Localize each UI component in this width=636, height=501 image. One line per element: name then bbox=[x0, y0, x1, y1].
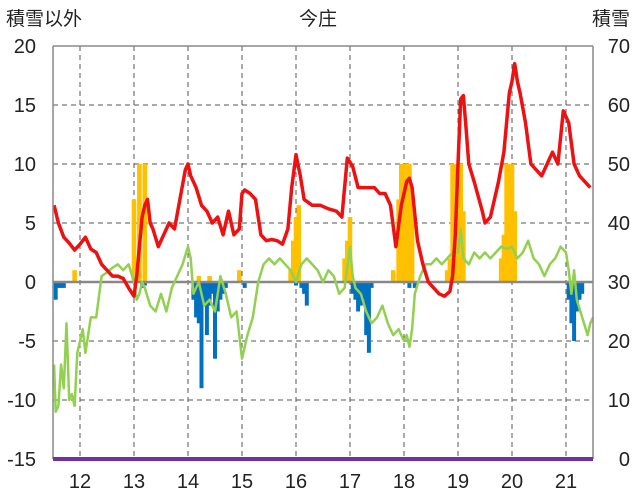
snow-depth-bar bbox=[207, 276, 212, 282]
y-left-tick-label: 15 bbox=[14, 95, 36, 117]
y-right-tick-label: 20 bbox=[608, 331, 630, 353]
snow-depth-bar bbox=[404, 164, 409, 282]
snow-depth-bar bbox=[458, 164, 463, 282]
snow-depth-bar bbox=[399, 164, 404, 282]
x-tick-label: 21 bbox=[555, 471, 577, 493]
snow-depth-bar bbox=[407, 164, 412, 282]
left-axis-label: 積雪以外 bbox=[6, 8, 82, 30]
right-axis-label: 積雪 bbox=[592, 8, 630, 30]
y-right-tick-label: 40 bbox=[608, 213, 630, 235]
negative-bar bbox=[194, 282, 199, 318]
snow-depth-bar bbox=[444, 270, 450, 282]
y-right-tick-label: 0 bbox=[619, 449, 630, 471]
negative-bar bbox=[577, 282, 582, 300]
x-tick-label: 19 bbox=[447, 471, 469, 493]
negative-bar bbox=[304, 282, 309, 306]
snow-depth-bar bbox=[237, 270, 242, 282]
negative-bar bbox=[369, 282, 374, 288]
negative-bar bbox=[353, 282, 358, 300]
snow-depth-bar bbox=[396, 199, 401, 282]
chart-title: 今庄 bbox=[299, 8, 337, 30]
plot-area bbox=[52, 45, 595, 461]
y-left-tick-label: -15 bbox=[7, 449, 36, 471]
x-tick-label: 18 bbox=[393, 471, 415, 493]
negative-bar bbox=[56, 282, 61, 288]
negative-bar bbox=[59, 282, 64, 288]
negative-bar bbox=[572, 282, 577, 341]
negative-bar bbox=[299, 282, 304, 288]
x-tick-label: 14 bbox=[177, 471, 199, 493]
negative-bar bbox=[294, 282, 298, 286]
snow-depth-bar bbox=[342, 258, 347, 282]
red-series-line bbox=[52, 61, 592, 298]
negative-bar bbox=[407, 282, 412, 288]
x-tick-label: 16 bbox=[285, 471, 307, 493]
snow-depth-bar bbox=[196, 276, 202, 282]
negative-bar bbox=[223, 282, 228, 288]
negative-bar bbox=[210, 282, 215, 294]
negative-bar bbox=[302, 282, 307, 294]
snow-depth-bar bbox=[501, 234, 507, 282]
snow-depth-bar bbox=[450, 164, 455, 282]
snow-depth-bar bbox=[447, 258, 453, 282]
snow-depth-bar bbox=[288, 270, 293, 282]
x-tick-label: 17 bbox=[339, 471, 361, 493]
y-left-tick-label: 5 bbox=[25, 213, 36, 235]
negative-bar bbox=[204, 282, 209, 336]
negative-bar bbox=[202, 282, 207, 306]
x-tick-label: 13 bbox=[123, 471, 145, 493]
negative-bar bbox=[350, 282, 355, 294]
y-left-tick-label: 10 bbox=[14, 154, 36, 176]
negative-bar bbox=[61, 282, 66, 288]
y-right-tick-label: 30 bbox=[608, 272, 630, 294]
y-left-tick-label: 20 bbox=[14, 36, 36, 58]
x-tick-label: 15 bbox=[231, 471, 253, 493]
x-tick-label: 12 bbox=[69, 471, 91, 493]
snow-depth-bar bbox=[512, 211, 517, 282]
negative-bar bbox=[569, 282, 574, 324]
snow-depth-bar bbox=[131, 199, 137, 282]
negative-bar bbox=[218, 282, 223, 300]
negative-bar bbox=[142, 282, 147, 286]
negative-bar bbox=[213, 282, 217, 359]
snow-depth-bar bbox=[498, 258, 504, 282]
snow-depth-bar bbox=[455, 164, 461, 282]
snow-depth-bar bbox=[509, 164, 515, 282]
negative-bar bbox=[412, 282, 417, 288]
negative-bar bbox=[580, 282, 585, 294]
y-right-tick-label: 60 bbox=[608, 95, 630, 117]
snow-depth-bar bbox=[142, 164, 148, 282]
snow-depth-bar bbox=[507, 164, 512, 282]
y-right-tick-label: 50 bbox=[608, 154, 630, 176]
negative-bar bbox=[356, 282, 361, 312]
snow-depth-bar bbox=[390, 270, 396, 282]
x-tick-label: 20 bbox=[501, 471, 523, 493]
negative-bar bbox=[566, 282, 571, 300]
negative-bar bbox=[361, 282, 366, 300]
snow-depth-bar bbox=[296, 205, 301, 282]
snow-depth-bar bbox=[291, 240, 296, 282]
negative-bar bbox=[207, 282, 212, 306]
snow-depth-bar bbox=[137, 164, 142, 282]
snow-depth-bar bbox=[293, 217, 299, 282]
snow-depth-bar bbox=[504, 164, 509, 282]
negative-bar bbox=[242, 282, 247, 288]
y-right-tick-label: 70 bbox=[608, 36, 630, 58]
negative-bar bbox=[53, 282, 58, 300]
y-right-tick-label: 10 bbox=[608, 390, 630, 412]
snow-depth-bar bbox=[401, 164, 407, 282]
snow-depth-bar bbox=[72, 270, 77, 282]
negative-bar bbox=[199, 282, 204, 389]
y-left-tick-label: -5 bbox=[18, 331, 36, 353]
snow-depth-bar bbox=[409, 193, 415, 282]
green-series-line bbox=[52, 227, 595, 414]
y-left-tick-label: 0 bbox=[25, 272, 36, 294]
y-left-tick-label: -10 bbox=[7, 390, 36, 412]
negative-bar bbox=[196, 282, 201, 324]
